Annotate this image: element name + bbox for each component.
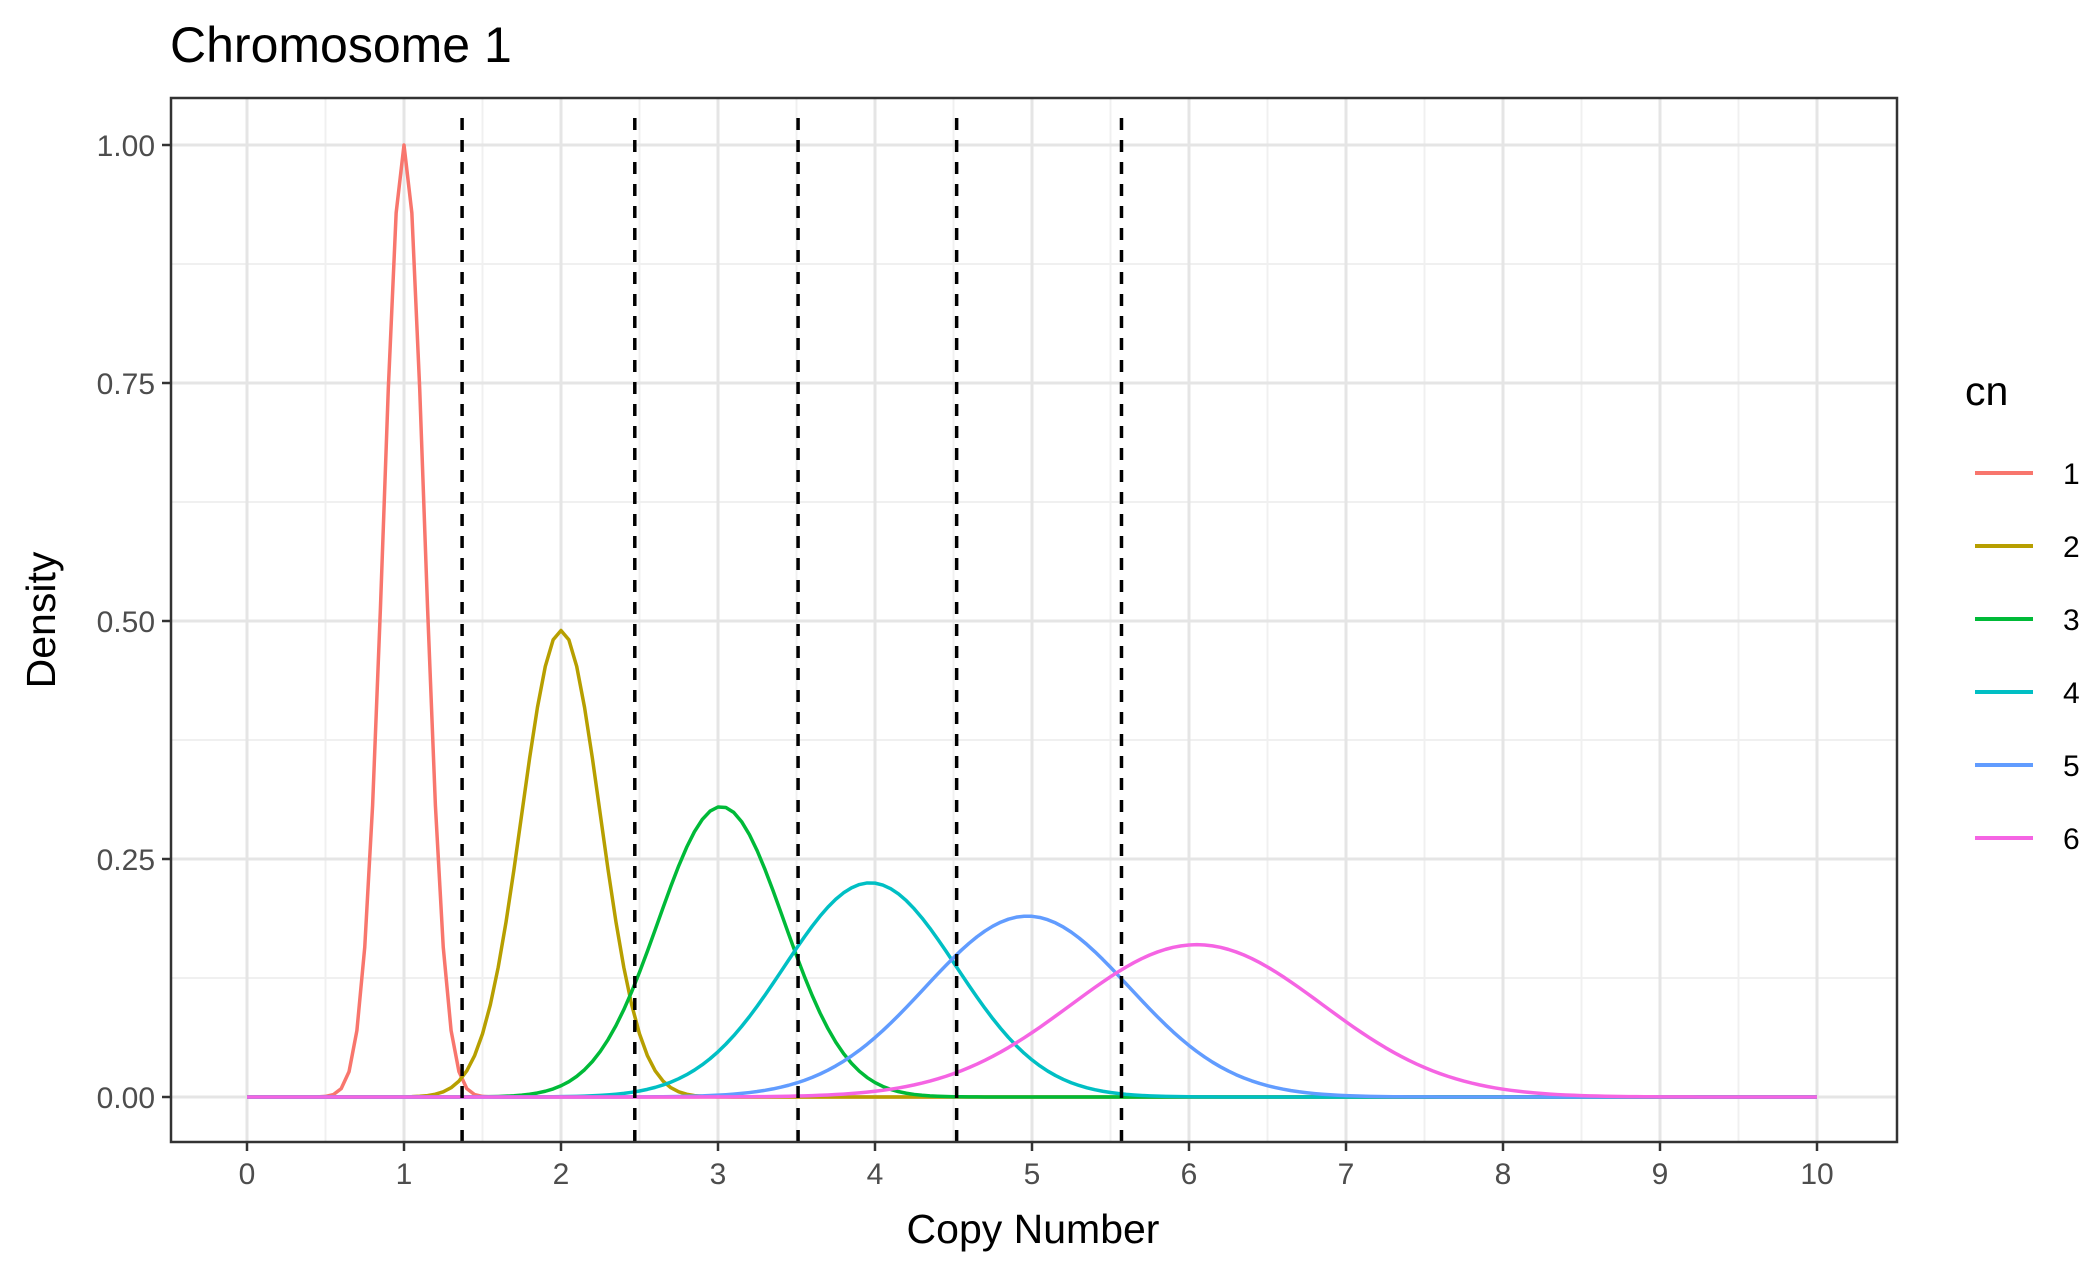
x-tick-label: 8 xyxy=(1495,1158,1512,1191)
y-tick-label: 1.00 xyxy=(97,130,155,163)
y-axis: 0.00 0.25 0.50 0.75 1.00 xyxy=(97,130,171,1115)
y-tick-label: 0.50 xyxy=(97,606,155,639)
x-axis: 0 1 2 3 4 5 6 7 8 9 10 xyxy=(239,1142,1834,1191)
x-axis-title: Copy Number xyxy=(907,1206,1160,1252)
x-tick-label: 4 xyxy=(867,1158,884,1191)
x-tick-label: 9 xyxy=(1652,1158,1669,1191)
x-tick-label: 10 xyxy=(1800,1158,1833,1191)
x-tick-label: 3 xyxy=(710,1158,727,1191)
y-tick-label: 0.25 xyxy=(97,844,155,877)
y-tick-label: 0.00 xyxy=(97,1082,155,1115)
legend-label-6: 6 xyxy=(2063,823,2080,856)
chart-title: Chromosome 1 xyxy=(170,17,512,73)
legend-label-5: 5 xyxy=(2063,750,2080,783)
y-axis-title: Density xyxy=(18,551,64,688)
threshold-lines xyxy=(460,118,1124,1142)
legend-title: cn xyxy=(1965,368,2008,414)
x-tick-label: 0 xyxy=(239,1158,256,1191)
legend-label-3: 3 xyxy=(2063,604,2080,637)
legend-label-2: 2 xyxy=(2063,531,2080,564)
series-line-6 xyxy=(247,942,1817,1099)
series-lines xyxy=(247,143,1817,1099)
x-tick-label: 2 xyxy=(553,1158,570,1191)
legend-label-1: 1 xyxy=(2063,458,2080,491)
y-tick-label: 0.75 xyxy=(97,368,155,401)
x-tick-label: 5 xyxy=(1024,1158,1041,1191)
legend-label-4: 4 xyxy=(2063,677,2080,710)
x-tick-label: 1 xyxy=(396,1158,413,1191)
x-tick-label: 7 xyxy=(1338,1158,1355,1191)
legend: cn 1 2 3 4 5 6 xyxy=(1965,368,2080,856)
x-tick-label: 6 xyxy=(1181,1158,1198,1191)
